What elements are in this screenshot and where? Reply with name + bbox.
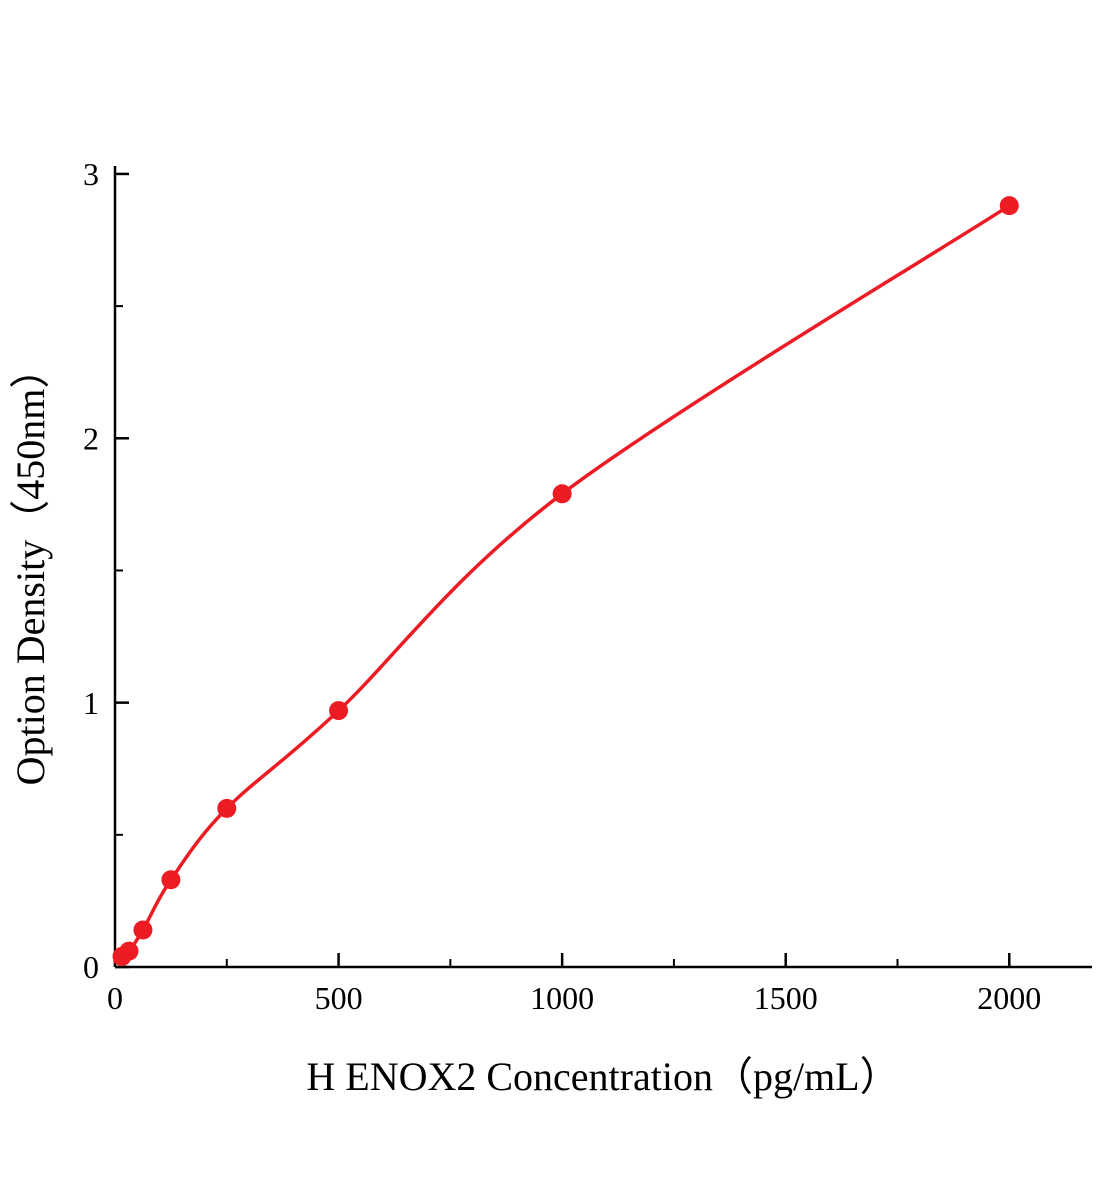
x-tick-label-2000: 2000 — [977, 980, 1041, 1016]
data-point-125 — [161, 870, 181, 890]
x-tick-label-1000: 1000 — [530, 980, 594, 1016]
y-tick-label-1: 1 — [83, 685, 99, 721]
x-tick-label-0: 0 — [107, 980, 123, 1016]
x-axis-title: H ENOX2 Concentration（pg/mL） — [306, 1054, 899, 1099]
fit-curve — [113, 203, 1012, 964]
y-axis-title: Option Density（450nm） — [8, 349, 53, 786]
y-tick-label-3: 3 — [83, 156, 99, 192]
data-point-2000 — [999, 196, 1019, 216]
x-tick-label-1500: 1500 — [754, 980, 818, 1016]
plot-area: 0 500 1000 1500 2000 0 1 2 3 — [83, 156, 1092, 1016]
data-point-62.5 — [133, 920, 153, 940]
data-point-31.25 — [119, 941, 139, 961]
data-point-1000 — [552, 484, 572, 504]
y-tick-label-0: 0 — [83, 949, 99, 985]
data-point-500 — [329, 701, 349, 721]
y-tick-label-2: 2 — [83, 420, 99, 456]
x-tick-label-500: 500 — [315, 980, 363, 1016]
data-point-250 — [217, 798, 237, 818]
